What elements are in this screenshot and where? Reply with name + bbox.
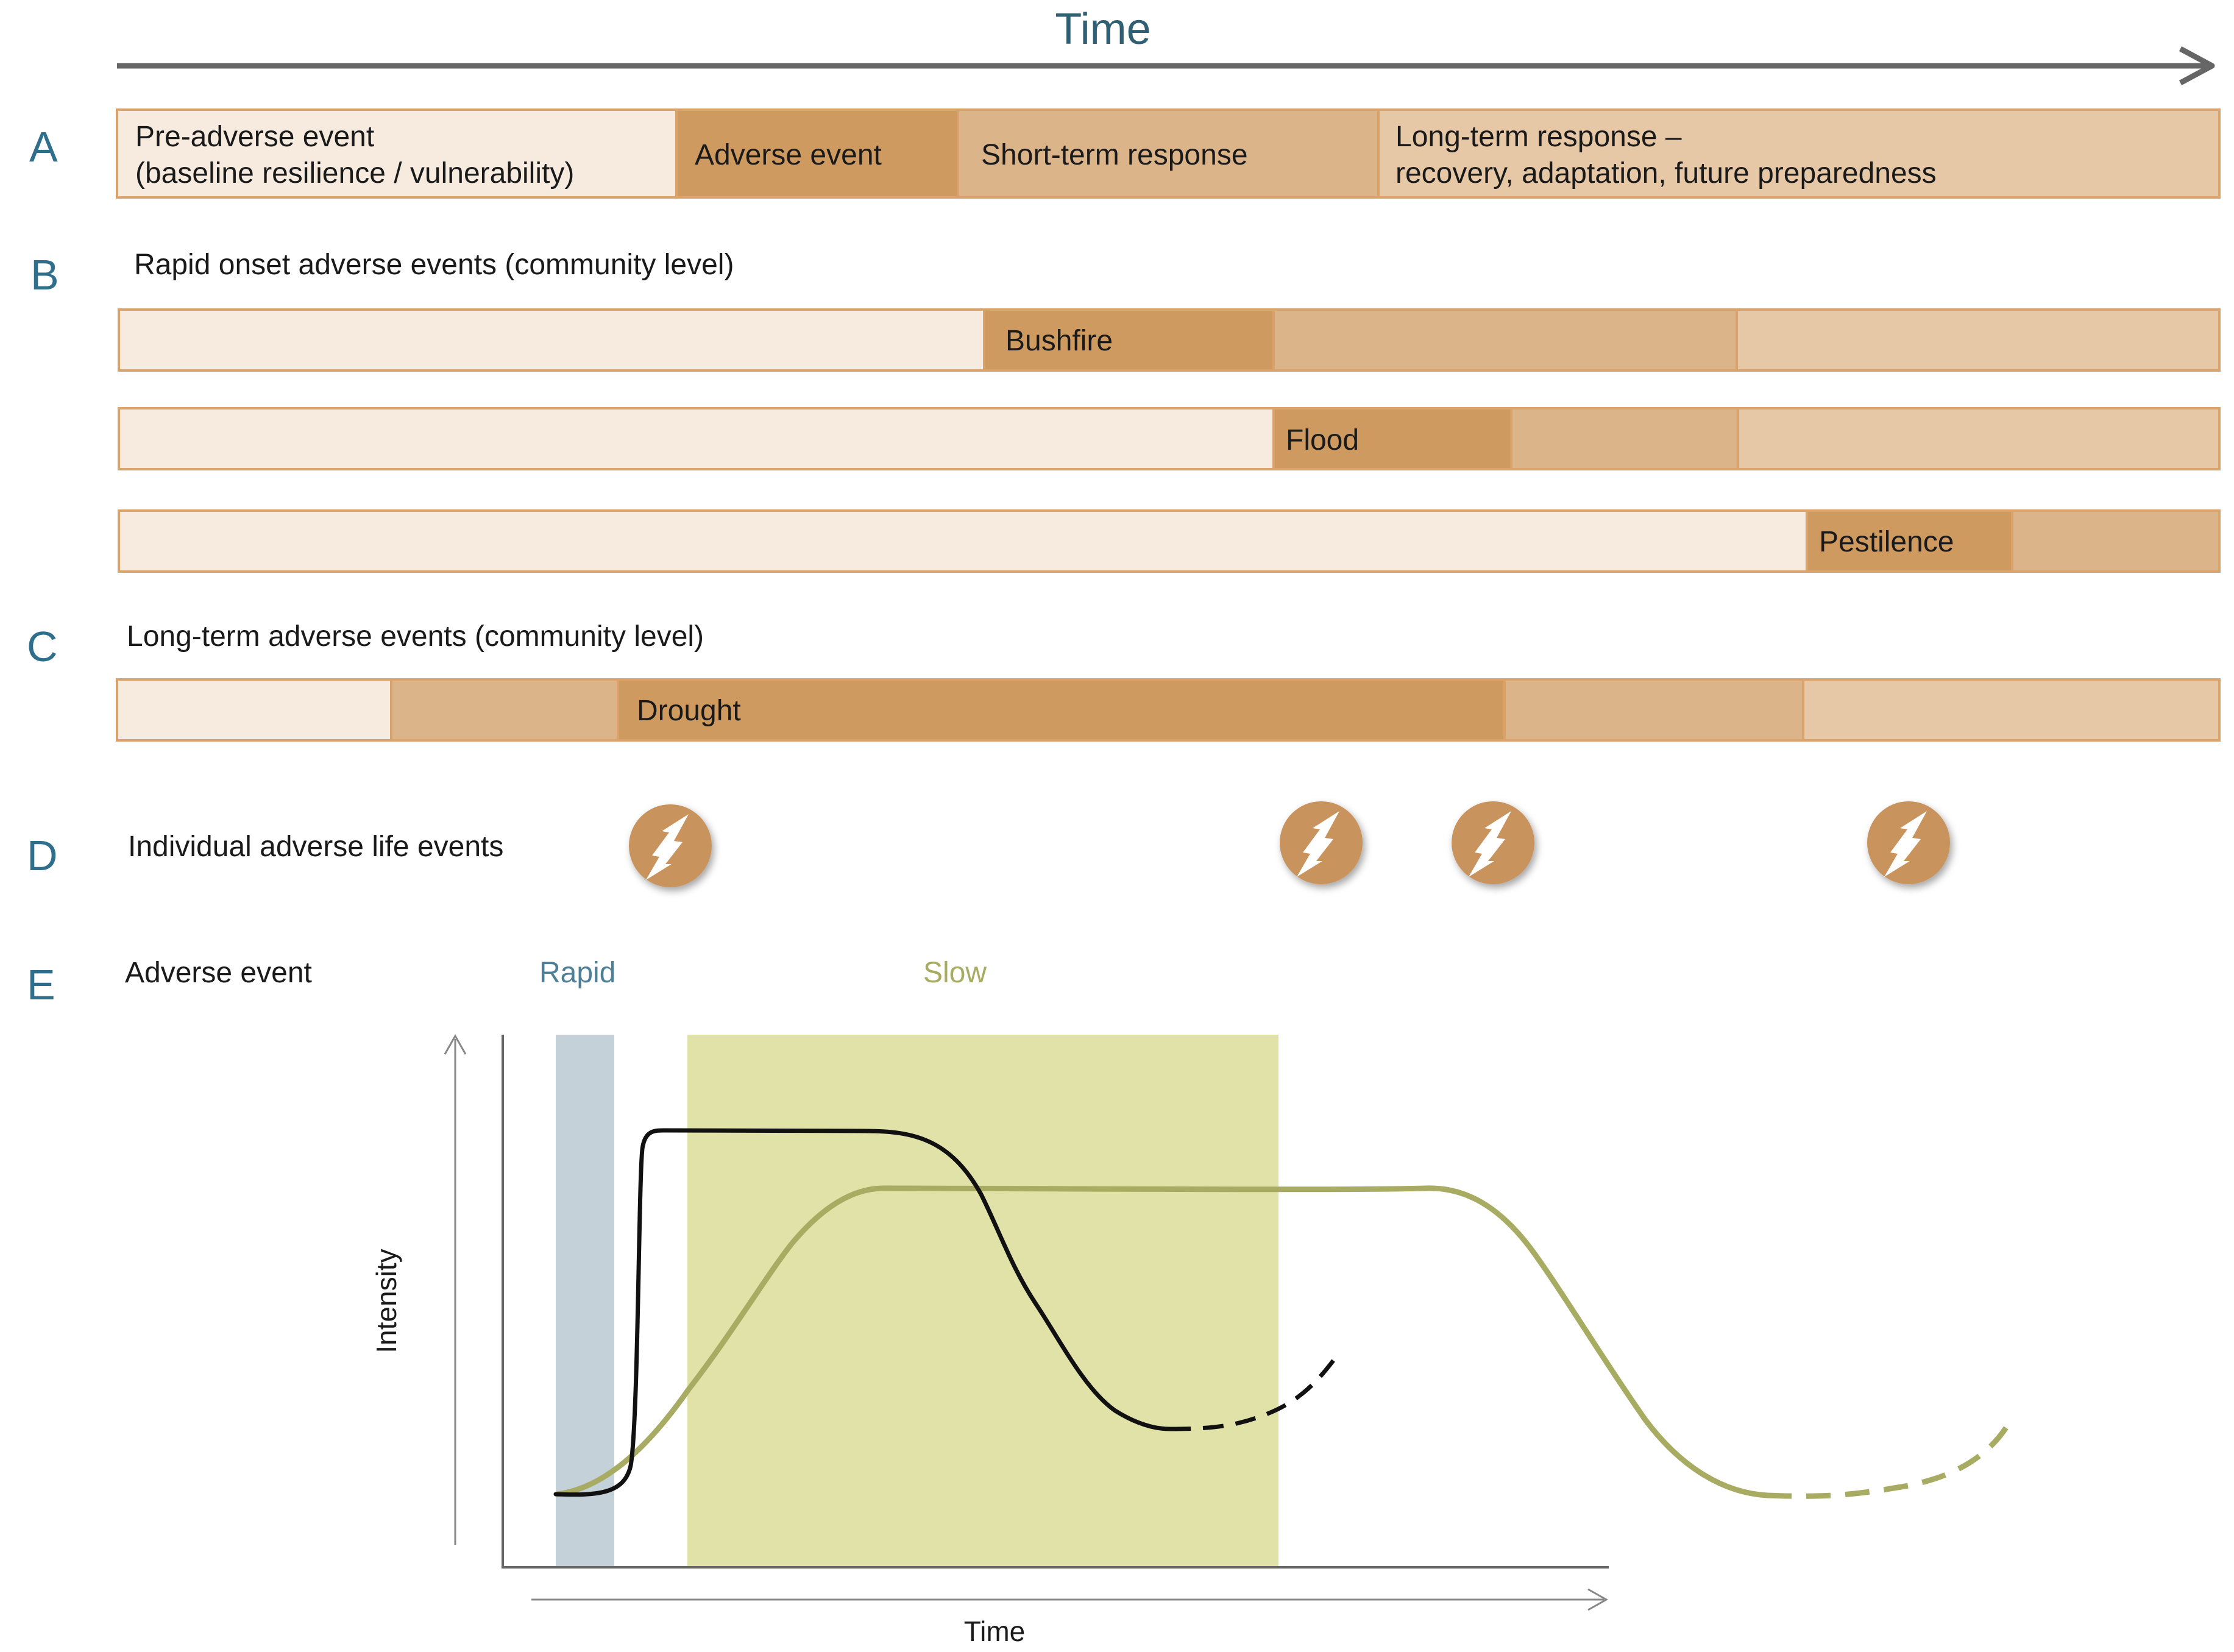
row-a-segment-adverse bbox=[675, 108, 959, 199]
time-arrow-head bbox=[2179, 46, 2215, 85]
row-letter-e: E bbox=[27, 961, 55, 1009]
row-letter-a: A bbox=[29, 123, 58, 171]
row-a-pre-line-2: (baseline resilience / vulnerability) bbox=[135, 157, 574, 190]
row-a-segment-long bbox=[1377, 108, 2221, 199]
drought-bar-short-early bbox=[390, 678, 619, 742]
lightning-icon bbox=[1452, 801, 1534, 884]
row-d: D Individual adverse life events bbox=[27, 801, 1950, 887]
row-b: B Rapid onset adverse events (community … bbox=[30, 249, 2221, 573]
pestilence-bar-short bbox=[2011, 509, 2221, 573]
row-a-segment-short bbox=[957, 108, 1380, 199]
row-c-title: Long-term adverse events (community leve… bbox=[127, 620, 704, 653]
plot-time-arrow-head bbox=[1587, 1588, 1609, 1611]
flood-bar-long bbox=[1737, 407, 2221, 470]
row-b-title: Rapid onset adverse events (community le… bbox=[134, 249, 734, 281]
lightning-icon bbox=[629, 804, 712, 887]
rapid-curve bbox=[553, 1128, 1172, 1497]
pestilence-bar-event bbox=[1806, 509, 2013, 573]
row-e: E Adverse event Rapid Slow Intensity Tim… bbox=[27, 957, 2013, 1647]
flood-label: Flood bbox=[1286, 424, 1359, 456]
row-letter-b: B bbox=[30, 251, 59, 299]
bushfire-bar-pre bbox=[118, 308, 985, 372]
drought-bar-pre bbox=[116, 678, 392, 742]
slow-curve-dashed bbox=[1767, 1418, 2013, 1499]
rapid-label: Rapid bbox=[539, 957, 615, 989]
drought-bar-long bbox=[1802, 678, 2221, 742]
lightning-icon bbox=[1280, 801, 1363, 884]
flood-bar-short bbox=[1510, 407, 1739, 470]
row-a-segment-pre bbox=[116, 108, 678, 199]
plot-time-label: Time bbox=[964, 1615, 1026, 1647]
flood-bar-pre bbox=[118, 407, 1275, 470]
drought-bar-short bbox=[1503, 678, 1804, 742]
row-a: A Pre-adverse event (baseline resilience… bbox=[29, 108, 2221, 199]
row-a-short-label: Short-term response bbox=[981, 139, 1248, 171]
slow-curve bbox=[555, 1185, 1770, 1498]
lightning-icon bbox=[1867, 801, 1950, 884]
pestilence-label: Pestilence bbox=[1819, 526, 1954, 558]
row-e-title: Adverse event bbox=[125, 957, 312, 989]
row-a-long-line-2: recovery, adaptation, future preparednes… bbox=[1395, 157, 1937, 190]
time-header: Time bbox=[117, 5, 2215, 85]
pestilence-bar-pre bbox=[118, 509, 1808, 573]
flood-bar-event bbox=[1272, 407, 1512, 470]
drought-bar-event bbox=[617, 678, 1506, 742]
rapid-curve-dashed bbox=[1169, 1357, 1336, 1431]
bushfire-bar-short bbox=[1272, 308, 1738, 372]
intensity-arrow-head bbox=[444, 1033, 467, 1055]
intensity-label: Intensity bbox=[371, 1249, 402, 1353]
row-a-long-line-1: Long-term response – bbox=[1395, 121, 1682, 153]
bushfire-bar-long bbox=[1736, 308, 2221, 372]
slow-band bbox=[687, 1035, 1278, 1566]
row-c: C Long-term adverse events (community le… bbox=[27, 620, 2221, 742]
slow-label: Slow bbox=[923, 957, 987, 989]
row-d-title: Individual adverse life events bbox=[128, 831, 503, 863]
time-header-label: Time bbox=[1055, 5, 1151, 54]
bushfire-label: Bushfire bbox=[1005, 325, 1113, 357]
row-letter-c: C bbox=[27, 623, 58, 670]
row-a-adverse-label: Adverse event bbox=[695, 139, 882, 171]
drought-label: Drought bbox=[637, 695, 741, 727]
row-a-pre-line-1: Pre-adverse event bbox=[135, 121, 374, 153]
row-letter-d: D bbox=[27, 832, 58, 879]
